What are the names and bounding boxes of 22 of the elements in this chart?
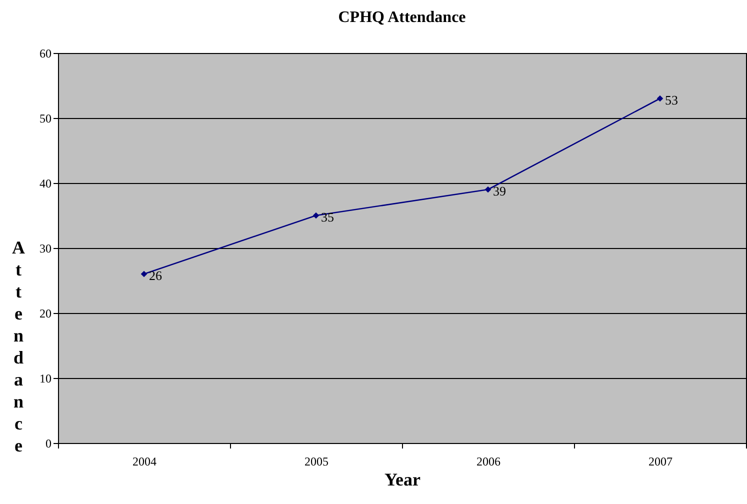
y-tick-label: 40 <box>40 176 52 190</box>
data-label: 26 <box>149 268 162 283</box>
point <box>484 186 492 193</box>
y-tick-label: 10 <box>40 372 52 386</box>
x-axis-title: Year <box>384 470 420 490</box>
x-tick-label: 2007 <box>648 454 672 468</box>
chart-title: CPHQ Attendance <box>338 9 466 26</box>
data-label: 53 <box>665 92 678 108</box>
y-tick-label: 50 <box>40 112 52 126</box>
y-tick-label: 20 <box>40 306 52 320</box>
point <box>312 212 320 219</box>
point <box>140 270 148 278</box>
y-tick-label: 60 <box>40 46 52 60</box>
data-label: 35 <box>321 210 334 224</box>
x-tick-label: 2004 <box>132 454 156 468</box>
data-label: 39 <box>493 184 506 198</box>
y-tick-label: 30 <box>40 242 52 256</box>
text: Attendance <box>12 238 25 456</box>
x-tick-label: 2006 <box>476 454 500 468</box>
x-tick-label: 2005 <box>304 454 328 468</box>
y-tick-label: 0 <box>46 436 52 450</box>
point <box>656 95 664 102</box>
